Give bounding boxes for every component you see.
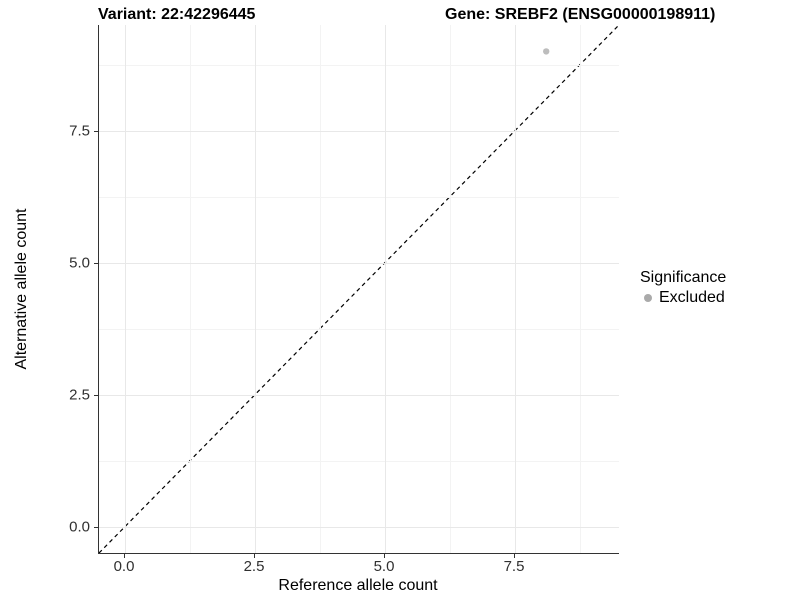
y-axis-tick-label: 2.5 (69, 386, 90, 404)
legend-entries: Excluded (640, 289, 798, 307)
legend-title: Significance (640, 269, 727, 286)
plot-title-variant: Variant: 22:42296445 (98, 6, 256, 23)
x-major-gridline (255, 25, 256, 553)
data-point (543, 48, 550, 55)
y-major-gridline (99, 130, 619, 132)
x-axis-tick (124, 554, 125, 558)
y-axis-tick (94, 394, 98, 396)
legend: Significance Excluded (640, 269, 798, 307)
x-axis-tick (514, 554, 515, 558)
identity-reference-line (99, 25, 619, 553)
y-axis-tick (94, 526, 98, 528)
plot-title-gene: Gene: SREBF2 (ENSG00000198911) (445, 6, 716, 23)
legend-marker-dot-icon (644, 294, 652, 302)
x-minor-gridline (450, 25, 451, 553)
x-axis-tick (384, 554, 385, 558)
y-axis-tick-label: 7.5 (69, 122, 90, 140)
y-minor-gridline (99, 460, 619, 462)
y-axis-tick-label: 5.0 (69, 254, 90, 272)
x-axis-tick-label: 7.5 (503, 558, 525, 575)
y-major-gridline (99, 262, 619, 264)
x-axis-tick-label: 5.0 (373, 558, 395, 575)
x-major-gridline (515, 25, 516, 553)
y-minor-gridline (99, 328, 619, 330)
x-minor-gridline (320, 25, 321, 553)
plot-data-layer (99, 25, 619, 553)
x-major-gridline (385, 25, 386, 553)
y-minor-gridline (99, 64, 619, 66)
y-minor-gridline (99, 196, 619, 198)
y-major-gridline (99, 394, 619, 396)
x-axis-tick (254, 554, 255, 558)
y-axis-tick (94, 262, 98, 264)
x-axis-tick-label: 2.5 (243, 558, 265, 575)
x-minor-gridline (190, 25, 191, 553)
x-major-gridline (125, 25, 126, 553)
plot-panel (98, 25, 619, 554)
x-axis-title: Reference allele count (278, 577, 438, 594)
x-minor-gridline (580, 25, 581, 553)
y-axis-title: Alternative allele count (13, 208, 30, 370)
y-axis-tick-label: 0.0 (69, 518, 90, 536)
x-axis-tick-label: 0.0 (113, 558, 135, 575)
legend-entry-label: Excluded (659, 289, 725, 306)
y-major-gridline (99, 526, 619, 528)
legend-entry: Excluded (640, 289, 798, 307)
y-axis-tick (94, 130, 98, 132)
